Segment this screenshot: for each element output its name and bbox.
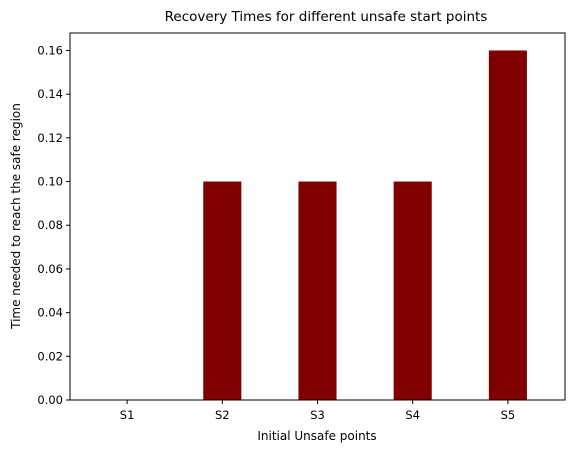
bar-s4 (393, 181, 432, 400)
y-axis-label: Time needed to reach the safe region (9, 103, 23, 330)
y-tick-label: 0.00 (37, 393, 63, 407)
y-tick-label: 0.08 (37, 218, 63, 232)
y-tick-label: 0.16 (37, 43, 63, 57)
y-tick-label: 0.02 (37, 349, 63, 363)
y-ticks: 0.00 0.02 0.04 0.06 0.08 0.10 0.12 0.14 0.16 (37, 43, 70, 407)
bar-s5 (488, 50, 527, 400)
y-tick-label: 0.14 (37, 87, 63, 101)
y-tick-label: 0.12 (37, 131, 63, 145)
y-tick-label: 0.06 (37, 262, 63, 276)
chart-title: Recovery Times for different unsafe star… (165, 9, 488, 25)
bar-s3 (298, 181, 337, 400)
bar-s2 (203, 181, 242, 400)
x-tick-label: S5 (501, 408, 516, 422)
y-tick-label: 0.10 (37, 175, 63, 189)
bars (203, 50, 527, 400)
x-tick-label: S4 (405, 408, 420, 422)
x-tick-label: S2 (215, 408, 230, 422)
x-tick-label: S1 (120, 408, 135, 422)
plot-frame (69, 32, 566, 401)
y-tick-label: 0.04 (37, 306, 63, 320)
x-axis-label: Initial Unsafe points (257, 429, 376, 443)
x-ticks: S1 S2 S3 S4 S5 (120, 400, 515, 422)
x-tick-label: S3 (310, 408, 325, 422)
